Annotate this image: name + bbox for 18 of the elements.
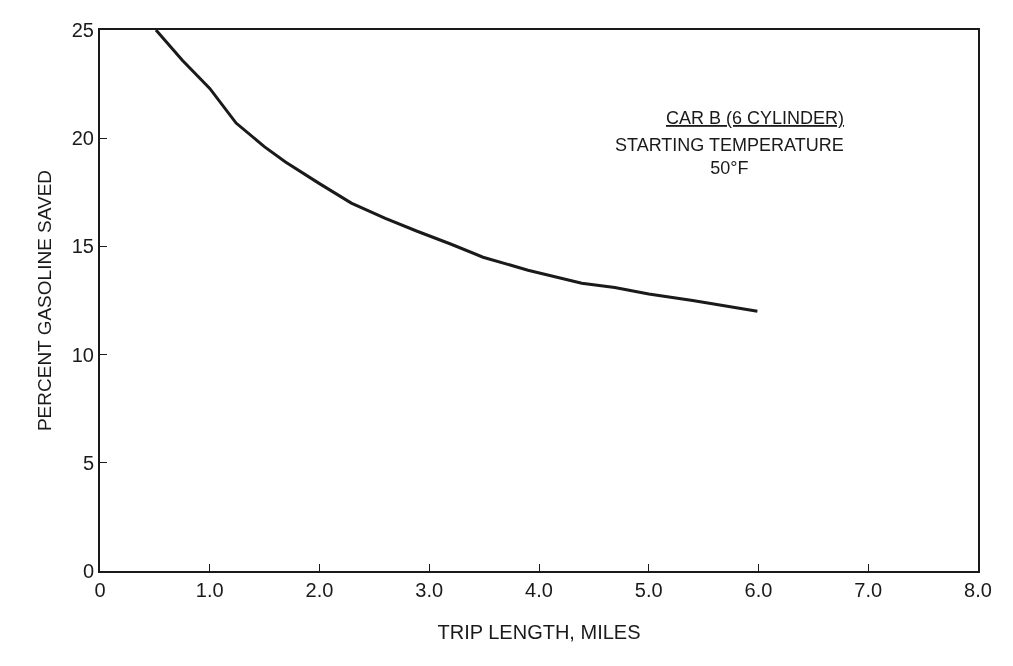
x-tick-label: 2.0 [305, 579, 334, 601]
x-tick-label: 4.0 [525, 579, 553, 601]
annotation: STARTING TEMPERATURE 50°F [615, 135, 844, 179]
y-tick-label: 15 [71, 235, 94, 258]
x-tick-label: 5.0 [634, 579, 663, 601]
annotation: CAR B (6 CYLINDER) [666, 108, 845, 128]
y-axis-title: PERCENT GASOLINE SAVED [34, 169, 56, 432]
y-tick-label: 10 [71, 343, 94, 366]
y-tick-label: 20 [71, 127, 94, 150]
y-tick-label: 25 [71, 19, 94, 41]
x-tick-label: 3.0 [415, 579, 444, 601]
x-tick-label: 7.0 [854, 579, 883, 601]
x-axis-title: TRIP LENGTH, MILES [437, 621, 641, 643]
x-tick-label: 8.0 [964, 579, 992, 601]
y-tick-label: 5 [82, 451, 94, 474]
x-tick-label: 1.0 [195, 579, 224, 601]
x-tick-label: 6.0 [744, 579, 773, 601]
y-tick-label: 0 [82, 560, 94, 582]
